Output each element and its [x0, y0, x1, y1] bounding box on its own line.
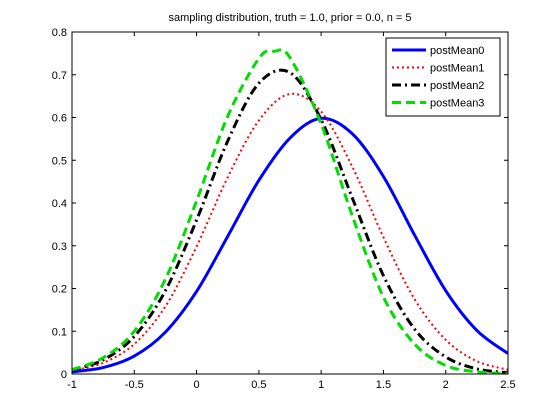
- y-axis: 0 0.1 0.2 0.3 0.4 0.5 0.6 0.7 0.8: [52, 27, 508, 381]
- series-line-postMean2: [72, 68, 508, 374]
- legend-label-postMean0: postMean0: [430, 45, 484, 57]
- y-tick-label: 0.6: [52, 113, 67, 125]
- x-tick-label: 1: [318, 379, 324, 391]
- x-axis: -1 -0.5 0 0.5 1 1.5 2 2.5: [67, 32, 516, 391]
- series-line-postMean0: [72, 116, 508, 374]
- y-tick-label: 0.5: [52, 155, 67, 167]
- y-tick-label: 0.7: [52, 70, 67, 82]
- x-tick-label: 0: [194, 379, 200, 391]
- y-tick-label: 0.8: [52, 27, 67, 39]
- y-tick-label: 0.3: [52, 241, 67, 253]
- legend-label-postMean1: postMean1: [430, 63, 484, 75]
- x-tick-label: -0.5: [125, 379, 144, 391]
- y-tick-label: 0.2: [52, 284, 67, 296]
- x-tick-label: -1: [67, 379, 77, 391]
- x-tick-label: 1.5: [376, 379, 391, 391]
- x-tick-label: 2.5: [500, 379, 515, 391]
- x-tick-label: 0.5: [251, 379, 266, 391]
- y-tick-label: 0: [61, 369, 67, 381]
- x-tick-label: 2: [443, 379, 449, 391]
- y-tick-label: 0.4: [52, 198, 67, 210]
- series-layer: [72, 48, 508, 374]
- chart-title: sampling distribution, truth = 1.0, prio…: [168, 12, 411, 24]
- series-line-postMean1: [72, 92, 508, 372]
- legend-label-postMean2: postMean2: [430, 80, 484, 92]
- series-line-postMean3: [72, 48, 508, 374]
- legend-label-postMean3: postMean3: [430, 98, 484, 110]
- legend: postMean0 postMean1 postMean2 postMean3: [385, 37, 501, 117]
- y-tick-label: 0.1: [52, 326, 67, 338]
